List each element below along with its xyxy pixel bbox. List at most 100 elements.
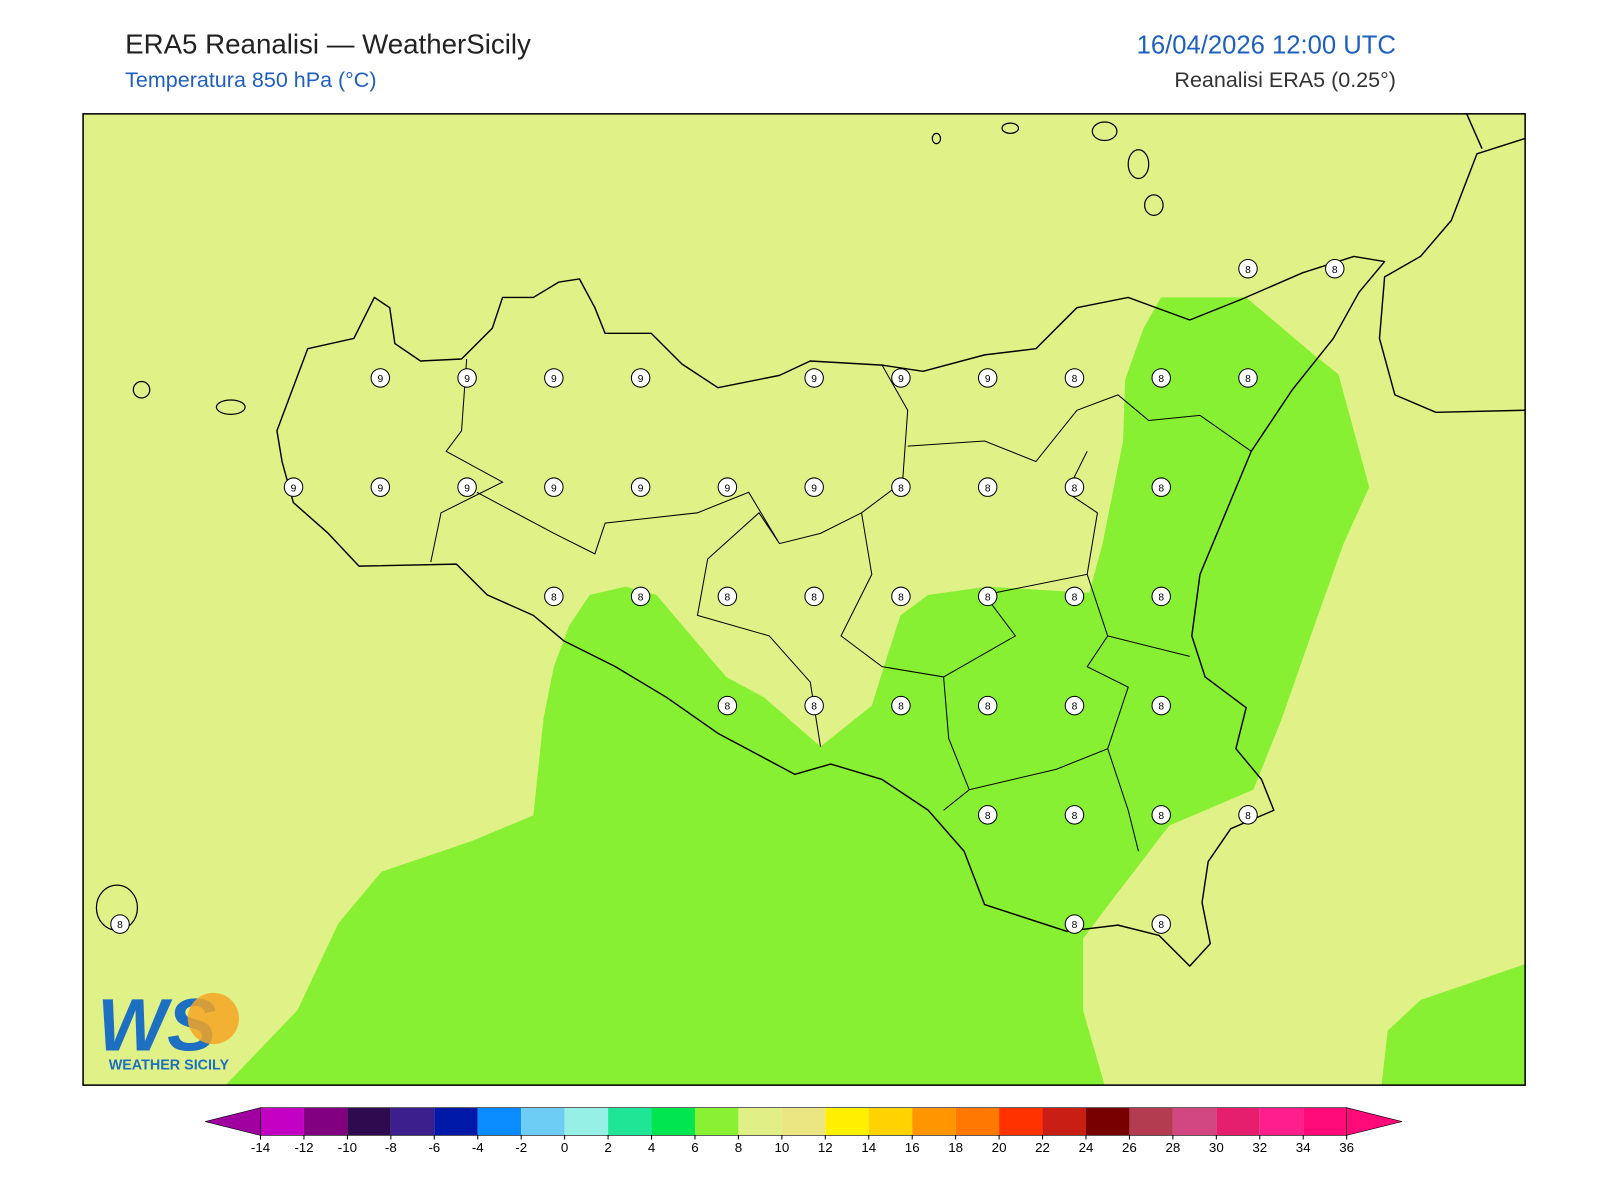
station-marker xyxy=(804,477,824,497)
colorbar-tick-label: -8 xyxy=(385,1140,397,1155)
colorbar-tick-label: -10 xyxy=(338,1140,357,1155)
station-marker xyxy=(891,368,911,388)
colorbar-segment xyxy=(999,1107,1043,1136)
colorbar-extend-low xyxy=(205,1107,261,1136)
station-marker xyxy=(977,805,998,825)
station-value: 8 xyxy=(725,593,731,604)
station-marker xyxy=(717,695,738,716)
station-marker xyxy=(1064,368,1085,388)
colorbar-tick-label: 12 xyxy=(818,1140,833,1155)
station-marker xyxy=(1325,258,1345,279)
station-marker xyxy=(891,586,911,607)
colorbar-tick-label: 24 xyxy=(1079,1140,1094,1155)
colorbar-tick-label: 26 xyxy=(1122,1140,1137,1155)
station-marker xyxy=(1064,695,1085,716)
station-value: 8 xyxy=(1072,374,1078,385)
station-marker xyxy=(370,477,391,497)
station-marker xyxy=(1064,914,1085,934)
station-marker xyxy=(1151,586,1171,607)
station-value: 8 xyxy=(985,483,991,494)
station-marker xyxy=(630,368,651,388)
station-value: 8 xyxy=(1245,374,1251,385)
map: 8 8 9 9 9 9 9 9 9 8 8 8 9 9 9 9 9 9 9 8 8 8 8 8 8 8 8 8 8 8 8 8 8 8 8 8 8 8 8 8… xyxy=(82,113,1526,1086)
station-marker xyxy=(977,586,998,607)
station-value: 9 xyxy=(291,483,297,494)
station-marker xyxy=(1151,914,1171,934)
station-value: 8 xyxy=(1158,811,1164,822)
title: ERA5 Reanalisi — WeatherSicily xyxy=(125,28,531,59)
colorbar-tick-label: -12 xyxy=(294,1140,313,1155)
colorbar: -14 -12 -10 -8 -6 -4 -2 0 2 4 6 8 10 12 14 16 18 20 22 24 26… xyxy=(205,1107,1403,1155)
source: Reanalisi ERA5 (0.25°) xyxy=(1174,68,1395,92)
station-value: 8 xyxy=(985,593,991,604)
coastline xyxy=(1378,113,1526,414)
colorbar-tick-label: 16 xyxy=(905,1140,920,1155)
station-marker xyxy=(804,368,824,388)
station-value: 8 xyxy=(1072,483,1078,494)
station-marker xyxy=(977,695,998,716)
station-value: 8 xyxy=(1158,374,1164,385)
valid-time: 16/04/2026 12:00 UTC xyxy=(1137,31,1396,59)
station-value: 9 xyxy=(377,483,383,494)
station-marker xyxy=(1151,477,1171,497)
station-marker xyxy=(544,477,564,497)
station-value: 9 xyxy=(551,483,557,494)
station-marker xyxy=(1064,477,1085,497)
station-value: 8 xyxy=(117,920,123,931)
station-marker xyxy=(717,477,738,497)
colorbar-segment xyxy=(738,1107,782,1136)
colorbar-segment xyxy=(477,1107,522,1136)
station-marker xyxy=(1064,805,1085,825)
station-value: 8 xyxy=(1332,265,1338,276)
station-marker xyxy=(1151,695,1171,716)
station-value: 9 xyxy=(638,374,644,385)
colorbar-segment xyxy=(434,1107,478,1136)
colorbar-tick-label: 0 xyxy=(561,1140,568,1155)
colorbar-tick-label: 4 xyxy=(648,1140,656,1155)
colorbar-tick-label: 32 xyxy=(1252,1140,1267,1155)
logo: WS WEATHER SICILY xyxy=(97,983,239,1074)
temperature-area xyxy=(1381,964,1526,1086)
station-value: 9 xyxy=(464,374,470,385)
station-marker xyxy=(1064,586,1085,607)
colorbar-tick-label: 36 xyxy=(1339,1140,1354,1155)
colorbar-tick-label: 8 xyxy=(735,1140,742,1155)
station-value: 9 xyxy=(638,483,644,494)
colorbar-tick-label: 10 xyxy=(774,1140,789,1155)
station-value: 8 xyxy=(811,593,817,604)
station-value: 8 xyxy=(1158,702,1164,713)
colorbar-tick-label: 22 xyxy=(1035,1140,1050,1155)
logo-name: WEATHER SICILY xyxy=(109,1058,230,1074)
colorbar-tick-label: 14 xyxy=(861,1140,876,1155)
station-value: 9 xyxy=(898,374,904,385)
station-value: 8 xyxy=(1072,920,1078,931)
colorbar-segment xyxy=(390,1107,435,1136)
colorbar-segment xyxy=(868,1107,913,1136)
province-border xyxy=(430,358,1252,852)
station-value: 8 xyxy=(551,593,557,604)
colorbar-tick-label: -2 xyxy=(515,1140,527,1155)
colorbar-segment xyxy=(694,1107,739,1136)
station-value: 8 xyxy=(725,702,731,713)
station-marker xyxy=(891,695,911,716)
station-value: 9 xyxy=(811,483,817,494)
colorbar-segment xyxy=(781,1107,826,1136)
colorbar-tick-label: -14 xyxy=(251,1140,271,1155)
station-marker xyxy=(717,586,738,607)
colorbar-segment xyxy=(1085,1107,1130,1136)
station-value: 8 xyxy=(1158,920,1164,931)
station-marker xyxy=(1238,258,1258,279)
station-value: 8 xyxy=(1072,593,1078,604)
station-marker xyxy=(457,368,477,388)
subtitle: Temperatura 850 hPa (°C) xyxy=(125,68,376,92)
station-value: 8 xyxy=(985,811,991,822)
station-value: 8 xyxy=(1158,593,1164,604)
colorbar-segment xyxy=(1303,1107,1347,1136)
colorbar-segment xyxy=(347,1107,391,1136)
colorbar-tick-label: 18 xyxy=(948,1140,963,1155)
station-marker xyxy=(977,477,998,497)
colorbar-tick-label: -4 xyxy=(472,1140,484,1155)
colorbar-tick-label: 20 xyxy=(992,1140,1007,1155)
